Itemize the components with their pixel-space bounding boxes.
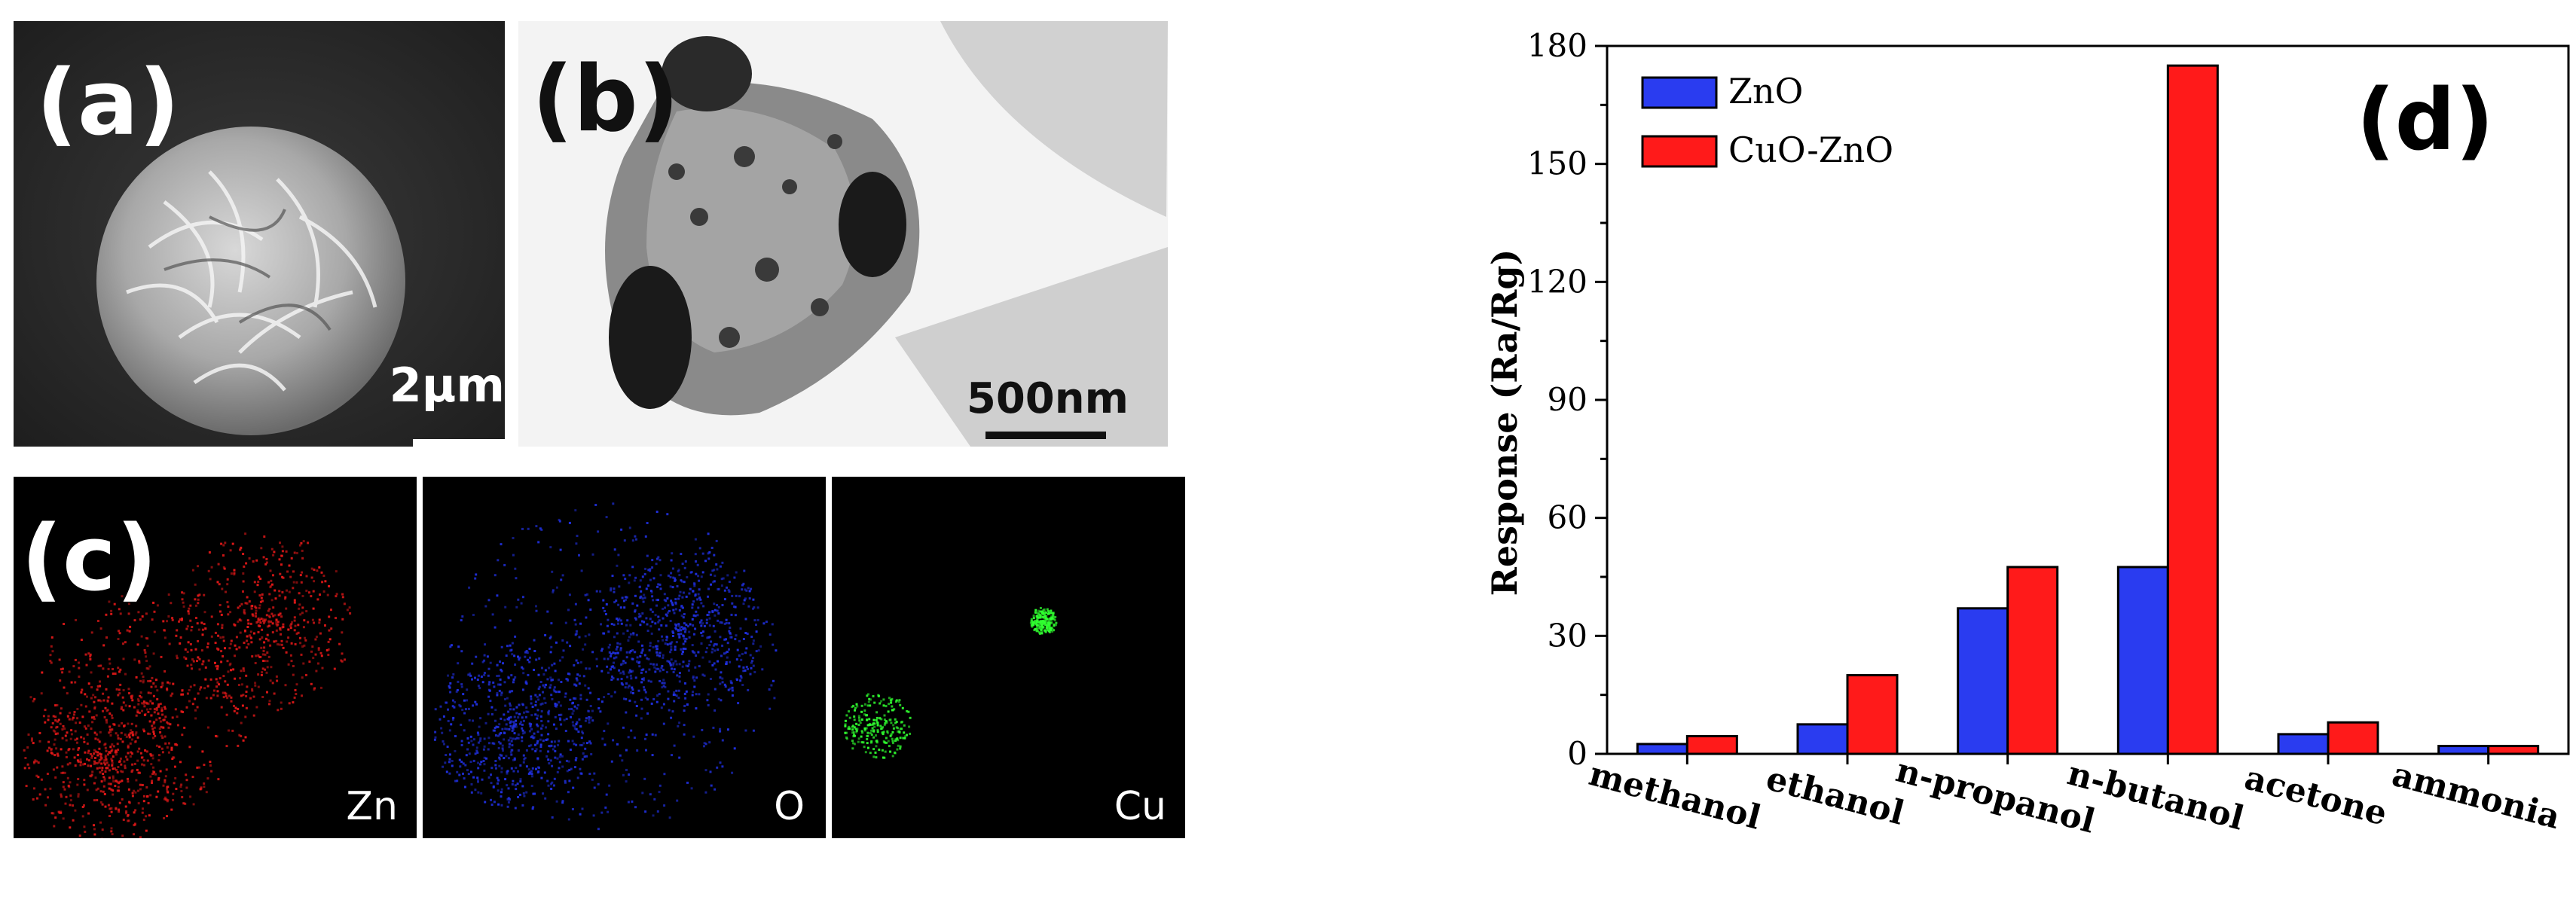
panel-b-label: (b) xyxy=(532,47,680,152)
eds-map-zn-label: Zn xyxy=(346,784,398,829)
y-tick-label: 0 xyxy=(1567,735,1587,772)
x-tick-label: n-propanol xyxy=(1892,751,2099,840)
y-tick-label: 60 xyxy=(1548,499,1587,536)
panel-c-eds-maps: Zn O Cu (c) xyxy=(14,477,1185,838)
y-tick-label: 30 xyxy=(1548,617,1587,654)
y-axis-label: Response (Ra/Rg) xyxy=(1484,249,1525,596)
y-tick-label: 90 xyxy=(1548,381,1587,418)
nanostructure-aggregate xyxy=(605,36,920,416)
bar-cuo-zno-methanol xyxy=(1685,735,1738,755)
y-tick-label: 180 xyxy=(1527,27,1587,64)
bar-cuo-zno-ethanol xyxy=(1846,674,1899,755)
eds-map-cu: Cu xyxy=(832,477,1185,838)
panel-a-scale-text: 2μm xyxy=(390,358,505,413)
eds-map-o: O xyxy=(423,477,826,838)
legend-swatch-cuo-zno xyxy=(1641,135,1718,168)
eds-map-zn: Zn xyxy=(14,477,417,838)
bar-zno-acetone xyxy=(2277,733,2330,755)
panel-c-label: (c) xyxy=(21,507,157,612)
eds-map-o-label: O xyxy=(774,784,805,829)
eds-map-cu-label: Cu xyxy=(1114,784,1166,829)
panel-d-bar-chart: 0 30 60 90 120 150 180 Response (Ra/Rg) methanol… xyxy=(1416,21,2576,909)
panel-b-scale-bar xyxy=(985,432,1106,439)
bar-zno-n-propanol xyxy=(1957,607,2009,755)
bar-zno-n-butanol xyxy=(2116,566,2169,755)
bar-cuo-zno-acetone xyxy=(2327,721,2379,755)
x-tick-label: ethanol xyxy=(1762,759,1908,833)
x-tick-label: methanol xyxy=(1585,755,1765,837)
panel-b-tem-image: (b) 500nm xyxy=(518,21,1168,447)
panel-a-label: (a) xyxy=(36,51,180,156)
legend-swatch-zno xyxy=(1641,76,1718,109)
legend-label-zno: ZnO xyxy=(1728,71,1803,111)
bar-zno-methanol xyxy=(1636,743,1688,755)
microsphere xyxy=(96,127,405,435)
y-tick-label: 150 xyxy=(1527,145,1587,182)
panel-d-label: (d) xyxy=(2356,72,2494,169)
panel-a-scale-bar xyxy=(413,439,505,447)
x-tick-label: acetone xyxy=(2241,758,2391,833)
x-tick-label: ammonia xyxy=(2388,755,2565,837)
bar-zno-ethanol xyxy=(1796,723,1849,755)
bar-cuo-zno-n-butanol xyxy=(2166,64,2219,755)
bar-cuo-zno-ammonia xyxy=(2487,745,2540,755)
panel-b-scale-text: 500nm xyxy=(967,374,1129,423)
bar-cuo-zno-n-propanol xyxy=(2006,566,2059,755)
bar-zno-ammonia xyxy=(2437,745,2490,755)
panel-a-sem-image: (a) 2μm xyxy=(14,21,505,447)
legend-label-cuo-zno: CuO-ZnO xyxy=(1728,130,1893,170)
y-tick-label: 120 xyxy=(1527,263,1587,300)
